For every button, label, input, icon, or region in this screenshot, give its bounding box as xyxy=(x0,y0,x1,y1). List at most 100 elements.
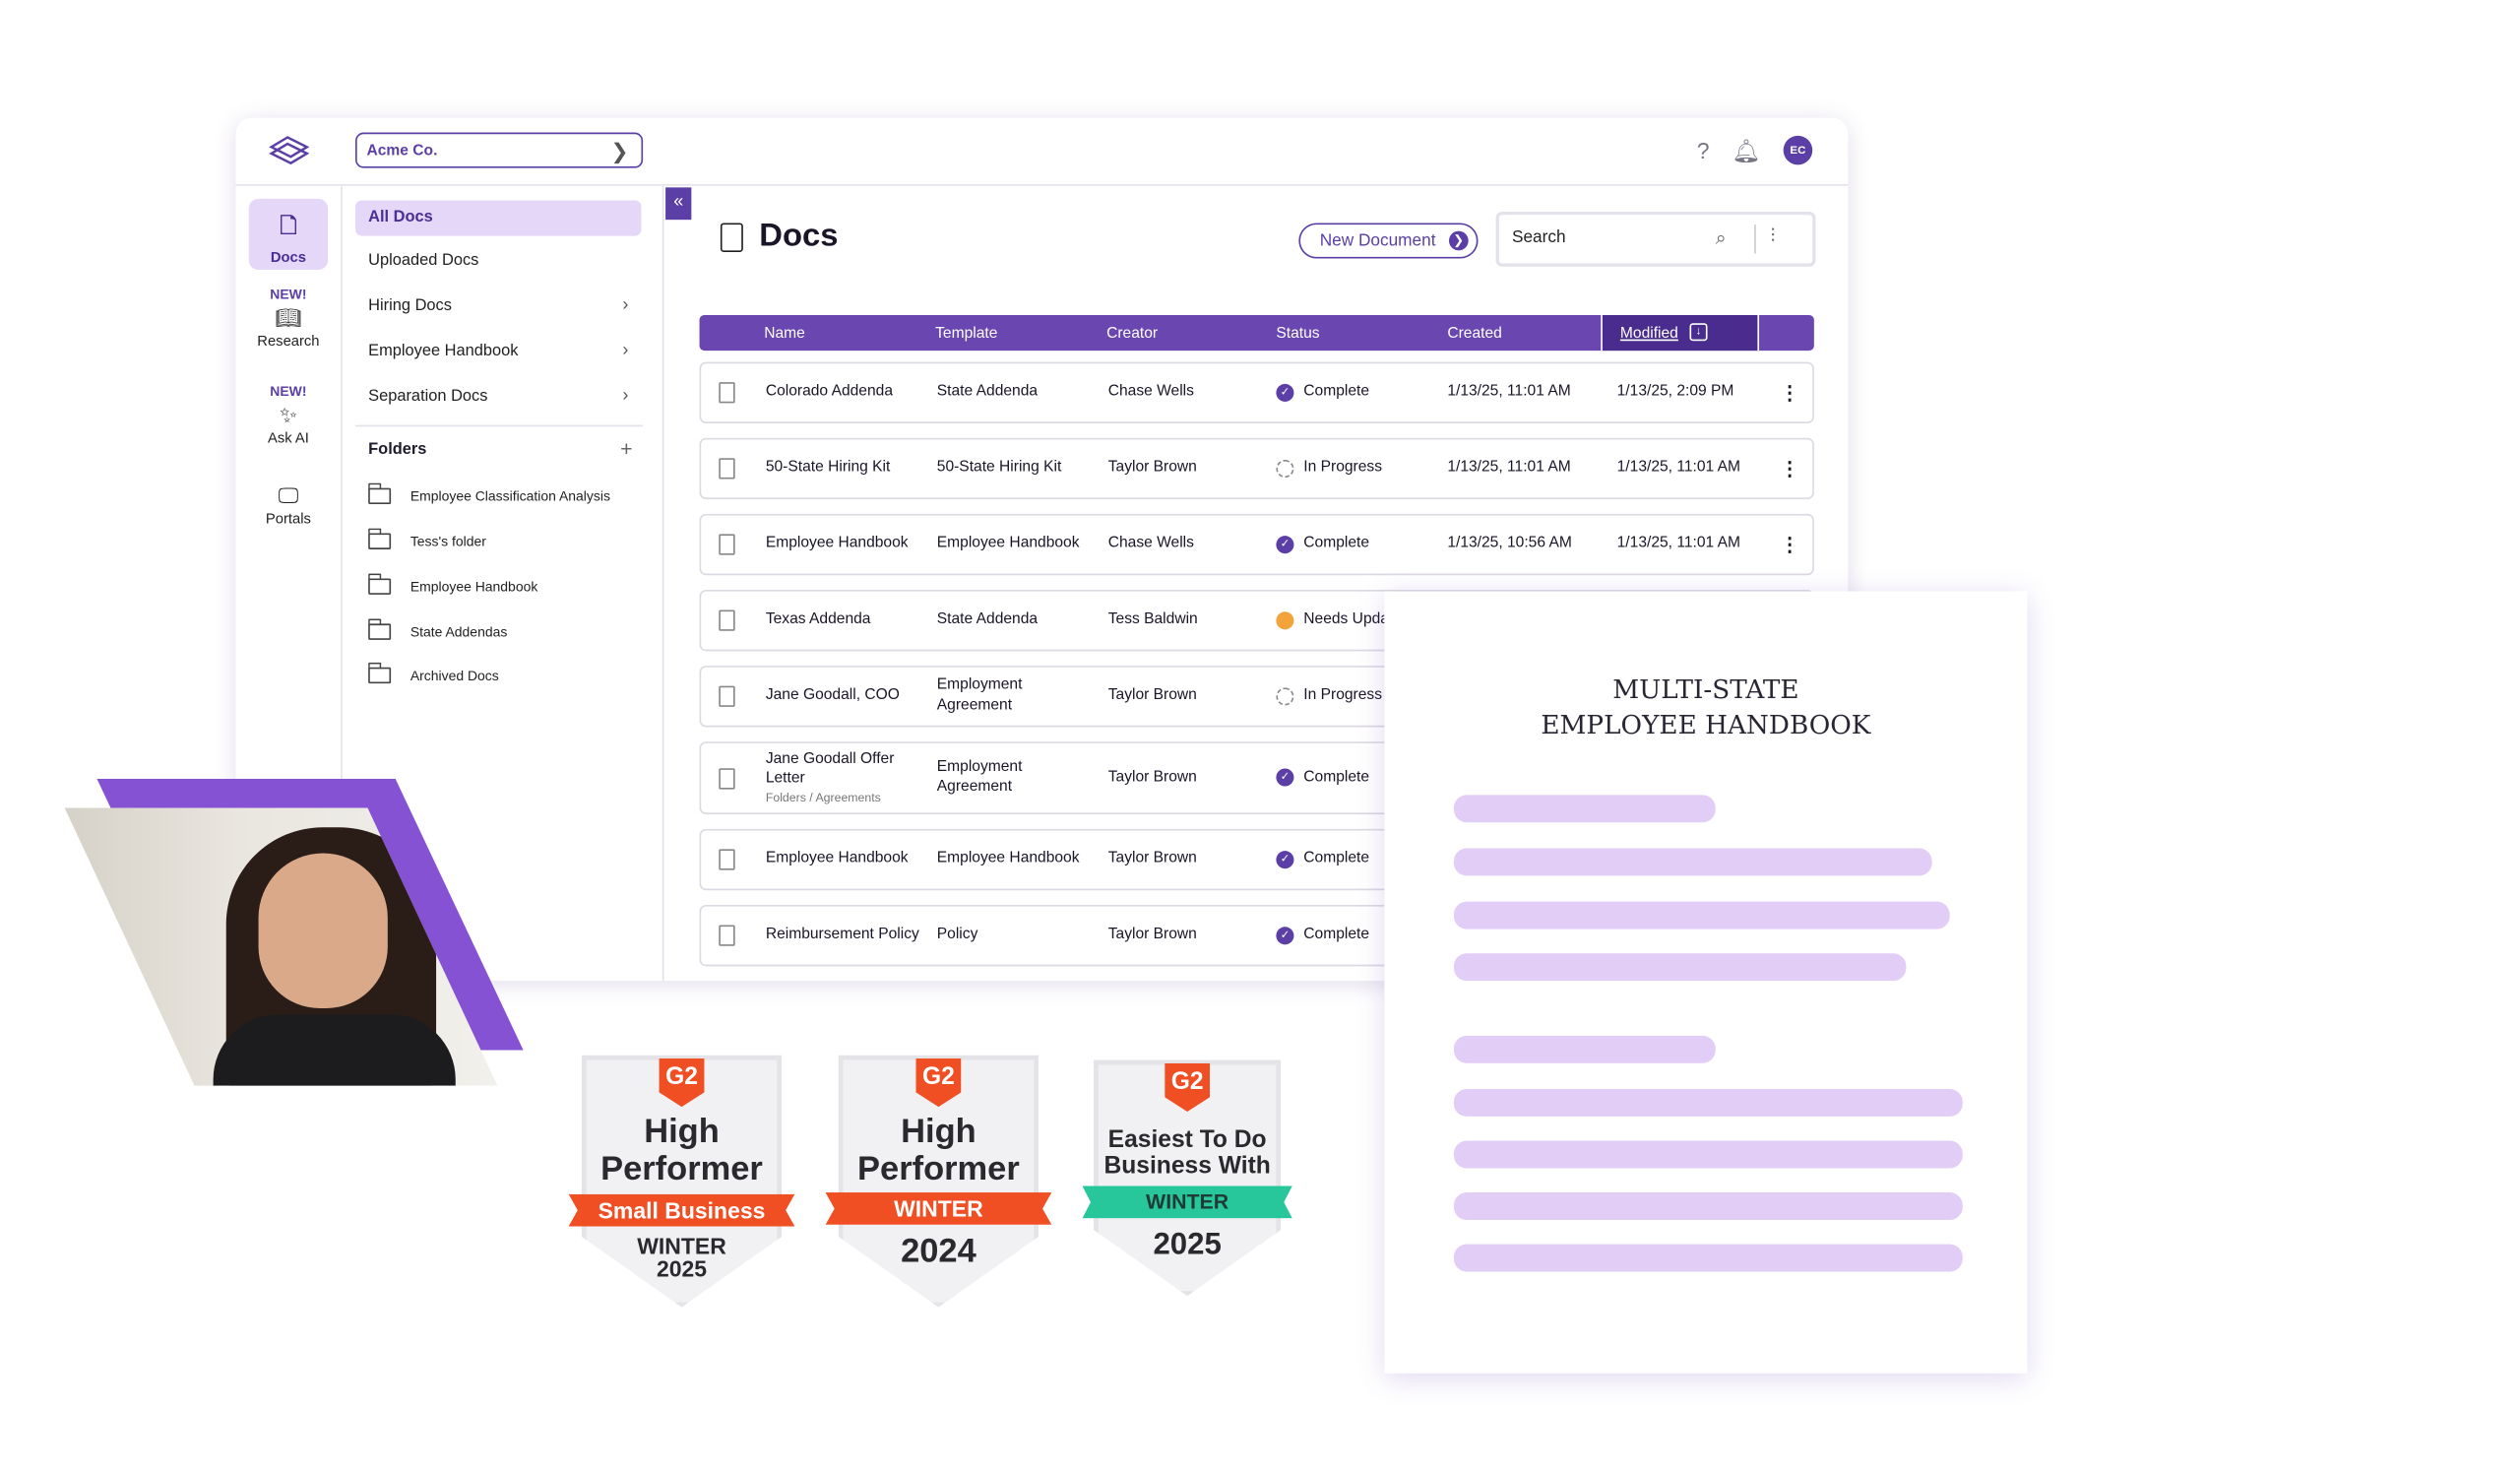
check-circle-icon: ✓ xyxy=(1276,383,1294,402)
badge-title-line2: Business With xyxy=(1103,1152,1271,1180)
search-box: ⌕ ⫶ xyxy=(1495,211,1816,267)
nav-uploaded-docs[interactable]: Uploaded Docs xyxy=(355,244,641,280)
folder-item[interactable]: Archived Docs xyxy=(368,662,499,684)
file-icon xyxy=(719,767,735,789)
folder-item[interactable]: Employee Classification Analysis xyxy=(368,482,610,504)
folder-item[interactable]: Employee Handbook xyxy=(368,573,538,595)
cell-creator: Taylor Brown xyxy=(1108,686,1264,707)
cell-creator: Taylor Brown xyxy=(1108,768,1264,789)
cell-template: Employment Agreement xyxy=(937,675,1093,717)
column-header-status[interactable]: Status xyxy=(1276,324,1320,343)
rail-item-portals[interactable]: 🖵︎ Portals xyxy=(249,483,328,527)
column-header-creator[interactable]: Creator xyxy=(1106,324,1159,343)
column-header-name[interactable]: Name xyxy=(764,324,805,343)
user-avatar[interactable]: EC xyxy=(1783,135,1813,165)
folder-item[interactable]: Tess's folder xyxy=(368,528,486,549)
badge-season-line1: 2024 xyxy=(901,1233,976,1270)
nav-all-docs[interactable]: All Docs xyxy=(355,200,642,236)
cell-creator: Chase Wells xyxy=(1108,382,1264,403)
cell-status: ✓ Complete xyxy=(1276,849,1369,869)
status-text: Complete xyxy=(1303,849,1370,867)
new-document-button[interactable]: New Document ❯ xyxy=(1298,223,1479,259)
badge-title-line2: Performer xyxy=(600,1150,763,1188)
collapse-sidebar-icon[interactable]: « xyxy=(665,187,692,221)
cell-created-text: 1/13/25, 11:01 AM xyxy=(1447,458,1571,477)
cell-name: Employee Handbook xyxy=(766,849,921,869)
file-icon xyxy=(719,382,735,404)
nav-hiring-docs[interactable]: Hiring Docs › xyxy=(355,289,641,325)
badge-title-line2: Performer xyxy=(857,1150,1020,1188)
folder-icon xyxy=(368,618,392,640)
badge-season: 2025 xyxy=(1082,1228,1292,1261)
cell-created: 1/13/25, 11:01 AM xyxy=(1447,382,1603,403)
portal-icon: 🖵︎ xyxy=(278,482,299,508)
badge-title-line1: High xyxy=(901,1113,976,1151)
more-options-icon[interactable]: ⋮ xyxy=(1780,457,1800,481)
status-text: Complete xyxy=(1303,767,1370,786)
search-input[interactable] xyxy=(1511,227,1706,248)
divider xyxy=(1754,224,1756,254)
cell-template-text: Employment Agreement xyxy=(936,675,1023,715)
more-options-icon[interactable]: ⋮ xyxy=(1780,381,1800,405)
folder-label: Archived Docs xyxy=(410,667,499,684)
cell-template-text: Employment Agreement xyxy=(936,757,1023,797)
rail-item-ask-ai[interactable]: NEW! ✨︎ Ask AI xyxy=(249,383,328,446)
cell-name-text: Employee Handbook xyxy=(765,849,909,867)
warning-dot-icon xyxy=(1276,611,1294,630)
cell-creator-text: Tess Baldwin xyxy=(1107,609,1198,628)
file-icon xyxy=(719,685,735,707)
badge-title: High Performer xyxy=(569,1114,795,1187)
rail-item-research[interactable]: NEW! 📖︎ Research xyxy=(249,286,328,349)
column-header-template[interactable]: Template xyxy=(935,324,998,343)
nav-separation-docs[interactable]: Separation Docs › xyxy=(355,380,641,416)
page-title-text: Docs xyxy=(759,218,839,254)
nav-employee-handbook[interactable]: Employee Handbook › xyxy=(355,335,641,370)
company-name: Acme Co. xyxy=(366,142,438,160)
folder-label: Employee Handbook xyxy=(410,578,538,595)
folders-header: Folders xyxy=(368,440,427,460)
text-placeholder-bar xyxy=(1453,1089,1963,1117)
brand-logo-icon[interactable] xyxy=(268,134,310,169)
column-header-modified[interactable]: Modified ↓ xyxy=(1601,314,1760,352)
g2-badge-high-performer-small-business: G2 High Performer Small Business WINTER … xyxy=(568,1055,795,1311)
badge-ribbon: Small Business xyxy=(568,1193,795,1227)
table-row[interactable]: Employee Handbook Employee Handbook Chase … xyxy=(699,513,1814,576)
cell-creator: Tess Baldwin xyxy=(1108,610,1264,631)
text-placeholder-bar xyxy=(1453,795,1716,823)
in-progress-icon xyxy=(1276,459,1294,478)
column-header-created[interactable]: Created xyxy=(1447,324,1502,343)
folder-label: Tess's folder xyxy=(410,533,486,549)
cell-created-text: 1/13/25, 11:01 AM xyxy=(1447,382,1571,401)
search-icon[interactable]: ⌕ xyxy=(1715,225,1727,249)
filter-icon[interactable]: ⫶ xyxy=(1770,224,1776,248)
folder-item[interactable]: State Addendas xyxy=(368,618,507,640)
badge-season-line1: WINTER xyxy=(637,1233,726,1259)
cell-status: ✓ Complete xyxy=(1276,382,1369,403)
table-row[interactable]: Colorado Addenda State Addenda Chase Wells… xyxy=(699,361,1814,423)
cell-name: Jane Goodall Offer Letter Folders / Agree… xyxy=(766,749,921,807)
more-options-icon[interactable]: ⋮ xyxy=(1780,533,1800,556)
check-circle-icon: ✓ xyxy=(1276,850,1294,869)
table-row[interactable]: 50-State Hiring Kit 50-State Hiring Kit Ta… xyxy=(699,437,1814,500)
cell-created: 1/13/25, 11:01 AM xyxy=(1447,458,1603,479)
folder-icon xyxy=(368,528,392,549)
help-icon[interactable]: ? xyxy=(1696,137,1710,163)
badge-season-line2: 2025 xyxy=(656,1255,708,1282)
badge-ribbon: WINTER xyxy=(825,1192,1052,1225)
bell-icon[interactable]: 🔔︎ xyxy=(1732,136,1761,162)
new-document-label: New Document xyxy=(1319,230,1436,251)
cell-status: ✓ Complete xyxy=(1276,535,1369,555)
rail-item-docs[interactable]: 🗋︎ Docs xyxy=(248,198,329,271)
cell-template: 50-State Hiring Kit xyxy=(937,458,1093,479)
nav-label: All Docs xyxy=(368,208,433,226)
new-badge: NEW! xyxy=(270,286,307,302)
cell-name-text: Texas Addenda xyxy=(765,609,871,628)
cell-name-text: Reimbursement Policy xyxy=(765,925,919,943)
add-folder-icon[interactable]: + xyxy=(620,436,633,461)
check-circle-icon: ✓ xyxy=(1276,769,1294,788)
badge-title-line1: Easiest To Do xyxy=(1107,1125,1267,1154)
company-selector[interactable]: Acme Co. ❯ xyxy=(355,132,644,168)
cell-creator-text: Taylor Brown xyxy=(1107,925,1197,943)
check-circle-icon: ✓ xyxy=(1276,927,1294,945)
cell-creator-text: Taylor Brown xyxy=(1107,458,1197,477)
